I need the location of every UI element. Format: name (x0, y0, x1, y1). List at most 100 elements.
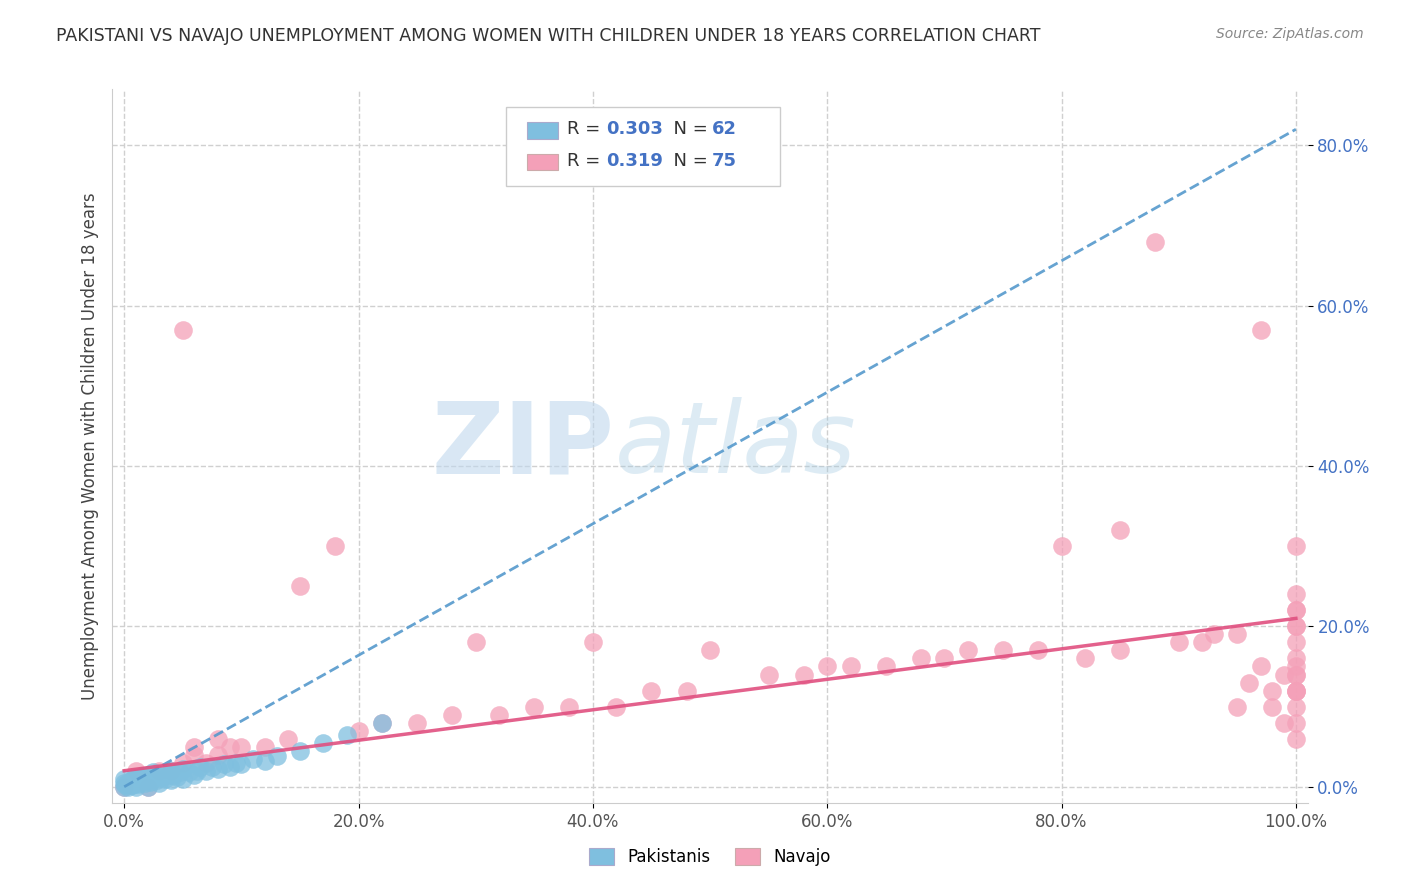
Point (125, 764, 148, 778)
Text: PAKISTANI VS NAVAJO UNEMPLOYMENT AMONG WOMEN WITH CHILDREN UNDER 18 YEARS CORREL: PAKISTANI VS NAVAJO UNEMPLOYMENT AMONG W… (56, 27, 1040, 45)
Point (112, 780, 135, 794)
Point (121, 772, 143, 787)
Point (488, 707, 510, 722)
Point (1074, 651, 1097, 665)
Point (910, 651, 932, 665)
Point (758, 667, 780, 681)
Text: R =: R = (567, 120, 606, 138)
Point (1285, 659, 1308, 673)
Point (207, 747, 229, 762)
Point (1250, 323, 1272, 337)
Point (1285, 619, 1308, 633)
Point (120, 776, 141, 790)
Point (640, 683, 662, 698)
Point (195, 756, 218, 770)
Point (1272, 667, 1295, 681)
Point (136, 780, 159, 794)
Point (1285, 587, 1308, 601)
Point (875, 659, 897, 673)
Point (195, 764, 218, 778)
Point (172, 772, 194, 786)
Point (1285, 667, 1308, 681)
Point (1261, 699, 1284, 714)
Point (1285, 635, 1308, 649)
Text: 62: 62 (711, 120, 737, 138)
Point (172, 762, 194, 776)
Point (148, 776, 170, 790)
Text: N =: N = (662, 152, 714, 169)
Point (371, 715, 394, 730)
Point (142, 765, 165, 780)
Text: 75: 75 (711, 152, 737, 169)
Point (169, 765, 191, 780)
Point (699, 643, 721, 657)
Point (136, 773, 159, 788)
Point (186, 764, 208, 778)
Point (112, 772, 135, 786)
Point (1026, 643, 1049, 657)
Point (139, 775, 162, 789)
Point (1191, 635, 1213, 649)
Point (122, 773, 145, 788)
Point (441, 707, 464, 722)
Point (127, 775, 149, 789)
Point (212, 757, 235, 772)
Point (277, 731, 299, 746)
Y-axis label: Unemployment Among Women with Children Under 18 years: Unemployment Among Women with Children U… (80, 192, 98, 700)
Point (1109, 523, 1132, 537)
Point (132, 768, 155, 782)
Point (225, 756, 247, 770)
Point (582, 635, 605, 649)
Point (148, 764, 170, 778)
Point (1285, 539, 1308, 553)
Point (253, 754, 276, 768)
Point (253, 739, 276, 754)
Point (231, 739, 253, 754)
Point (1226, 699, 1249, 714)
Point (1050, 539, 1073, 553)
Point (112, 780, 135, 794)
Point (1285, 683, 1308, 698)
Point (207, 762, 229, 776)
Point (1261, 683, 1284, 698)
Point (1285, 603, 1308, 617)
Point (312, 736, 335, 750)
Point (125, 776, 148, 790)
Point (136, 780, 159, 794)
Point (120, 774, 142, 789)
Text: Source: ZipAtlas.com: Source: ZipAtlas.com (1216, 27, 1364, 41)
Point (201, 760, 224, 774)
Point (157, 768, 180, 782)
Point (266, 749, 288, 764)
Point (675, 683, 697, 698)
Point (231, 757, 253, 772)
Point (371, 715, 394, 730)
Point (288, 744, 311, 758)
Point (160, 764, 183, 778)
Point (128, 772, 150, 787)
Point (1250, 659, 1272, 673)
Point (464, 635, 486, 649)
Point (991, 643, 1014, 657)
Text: N =: N = (662, 120, 714, 138)
Point (323, 539, 346, 553)
Point (1144, 235, 1167, 249)
Point (131, 773, 153, 788)
Point (1285, 683, 1308, 698)
Point (131, 770, 153, 784)
Point (1285, 715, 1308, 730)
Point (242, 752, 264, 766)
Point (122, 776, 145, 790)
Point (288, 579, 311, 593)
Point (155, 772, 177, 786)
Point (121, 778, 143, 792)
Point (160, 764, 183, 778)
Point (136, 768, 159, 782)
Point (1272, 715, 1295, 730)
Point (839, 659, 862, 673)
Text: 0.319: 0.319 (606, 152, 662, 169)
Point (125, 780, 148, 794)
Text: ZIP: ZIP (432, 398, 614, 494)
Point (112, 776, 135, 790)
Point (117, 780, 139, 794)
